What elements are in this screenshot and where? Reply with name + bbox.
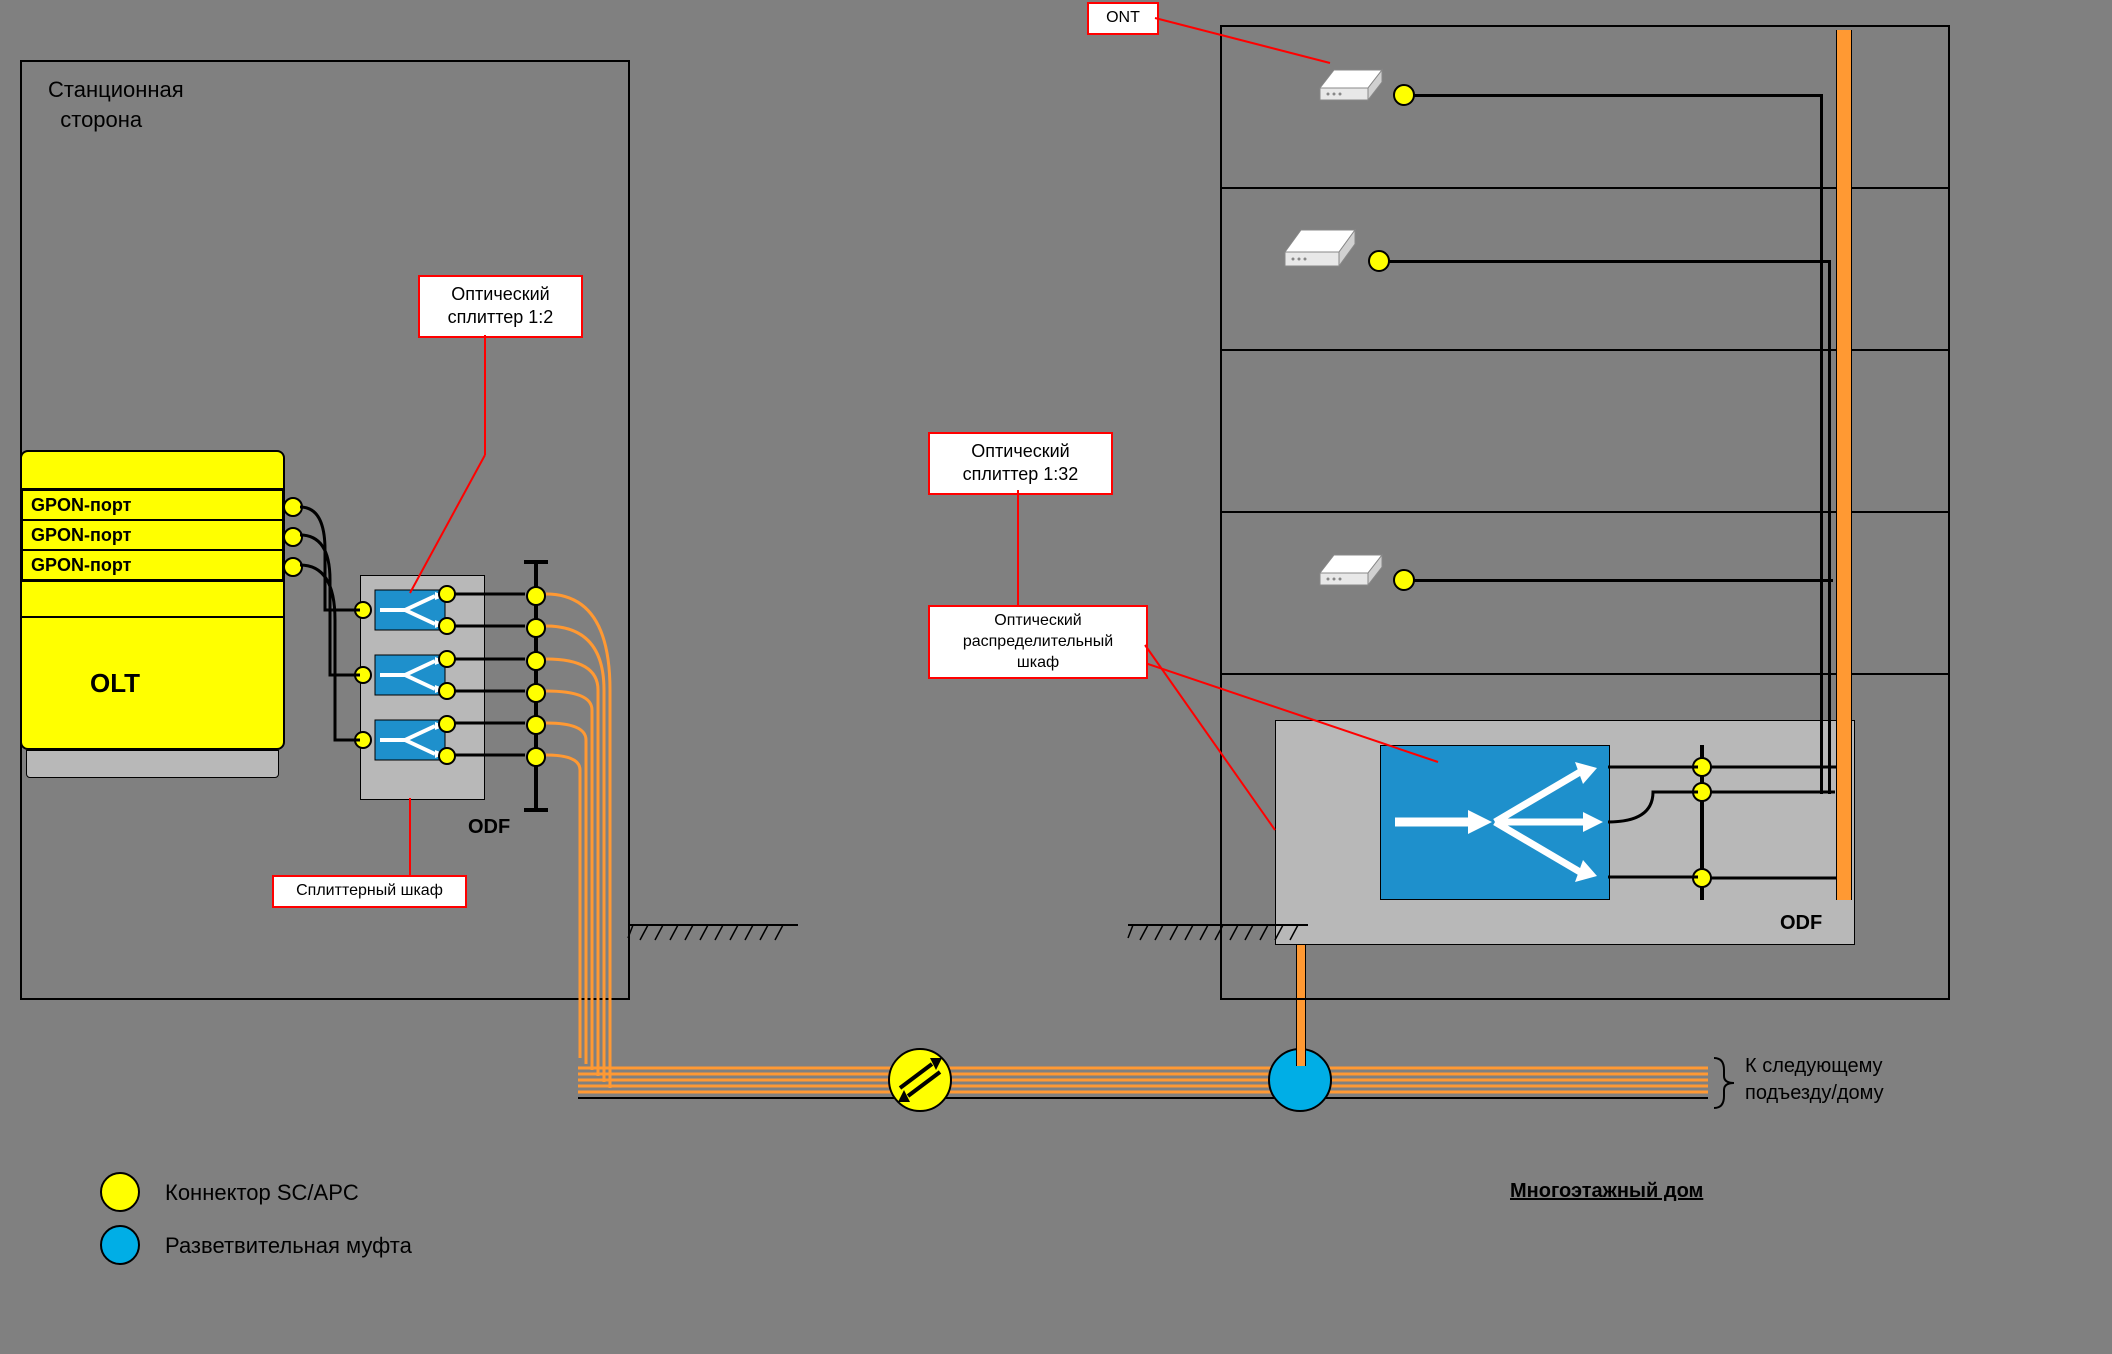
splitter-1-32-label: Оптический сплиттер 1:32 bbox=[928, 432, 1113, 495]
legend-coupling-label: Разветвительная муфта bbox=[165, 1233, 412, 1259]
dist-cabinet-label: Оптический распределительный шкаф bbox=[928, 605, 1148, 679]
callout-line bbox=[395, 335, 515, 595]
splitter-1-32-arrows bbox=[1385, 750, 1605, 895]
olt-base bbox=[26, 750, 279, 778]
station-title-line1: Станционная bbox=[48, 77, 184, 102]
olt-div3 bbox=[20, 616, 285, 618]
callout-line bbox=[1145, 645, 1280, 835]
next-label: К следующему подъезду/дому bbox=[1745, 1053, 1884, 1107]
olt-div2 bbox=[20, 580, 285, 582]
wire-icon bbox=[300, 500, 370, 760]
callout-line bbox=[1155, 18, 1335, 68]
wire-icon bbox=[455, 590, 535, 770]
callout-line bbox=[400, 798, 450, 878]
legend-connector-icon bbox=[100, 1172, 140, 1212]
label-text: сплиттер 1:32 bbox=[963, 464, 1079, 484]
connector-icon bbox=[438, 682, 456, 700]
splitter-1-2-label: Оптический сплиттер 1:2 bbox=[418, 275, 583, 338]
splitter-cabinet-label: Сплиттерный шкаф bbox=[272, 875, 467, 908]
odf-label-1: ODF bbox=[468, 816, 510, 839]
ground-icon bbox=[1128, 920, 1308, 950]
label-text: сплиттер 1:2 bbox=[448, 307, 554, 327]
label-text: Оптический bbox=[971, 441, 1069, 461]
ont-wire bbox=[1388, 260, 1830, 263]
riser-wire bbox=[1820, 94, 1823, 794]
connector-icon bbox=[1393, 84, 1415, 106]
label-text: Оптический bbox=[994, 612, 1081, 629]
splitter-1-2-icon bbox=[375, 655, 445, 695]
connector-icon bbox=[438, 650, 456, 668]
fiber-riser-building bbox=[1836, 30, 1852, 900]
ont-label: ONT bbox=[1087, 2, 1159, 35]
connector-icon bbox=[438, 617, 456, 635]
label-text: К следующему bbox=[1745, 1055, 1883, 1077]
riser-wire bbox=[1828, 260, 1831, 794]
station-title: Станционная сторона bbox=[48, 75, 184, 134]
ont-wire bbox=[1413, 94, 1822, 97]
label-text: шкаф bbox=[1017, 654, 1059, 671]
wire-icon bbox=[1608, 762, 1708, 887]
connector-icon bbox=[438, 747, 456, 765]
ont-icon bbox=[1275, 220, 1365, 276]
brace-icon bbox=[1710, 1058, 1740, 1108]
legend-connector-label: Коннектор SC/APC bbox=[165, 1180, 359, 1206]
ont-wire bbox=[1413, 579, 1833, 582]
gpon-port-2: GPON-порт bbox=[22, 520, 283, 550]
legend-coupling-icon bbox=[100, 1225, 140, 1265]
label-text: Оптический bbox=[451, 284, 549, 304]
building-title: Многоэтажный дом bbox=[1510, 1180, 1703, 1203]
odf-cap-top bbox=[524, 560, 548, 564]
connector-icon bbox=[1368, 250, 1390, 272]
connector-icon bbox=[438, 715, 456, 733]
gpon-port-1: GPON-порт bbox=[22, 490, 283, 520]
olt-label: OLT bbox=[90, 668, 140, 699]
gpon-port-3: GPON-порт bbox=[22, 550, 283, 580]
splitter-1-2-icon bbox=[375, 720, 445, 760]
odf-label-2: ODF bbox=[1780, 912, 1822, 935]
fiber-main-run bbox=[578, 1058, 1708, 1108]
station-title-line2: сторона bbox=[60, 107, 142, 132]
label-text: распределительный bbox=[963, 633, 1113, 650]
loop-arrows bbox=[892, 1052, 948, 1108]
label-text: подъезду/дому bbox=[1745, 1082, 1884, 1104]
ground-icon bbox=[628, 920, 798, 950]
splitter-1-2-icon bbox=[375, 590, 445, 630]
